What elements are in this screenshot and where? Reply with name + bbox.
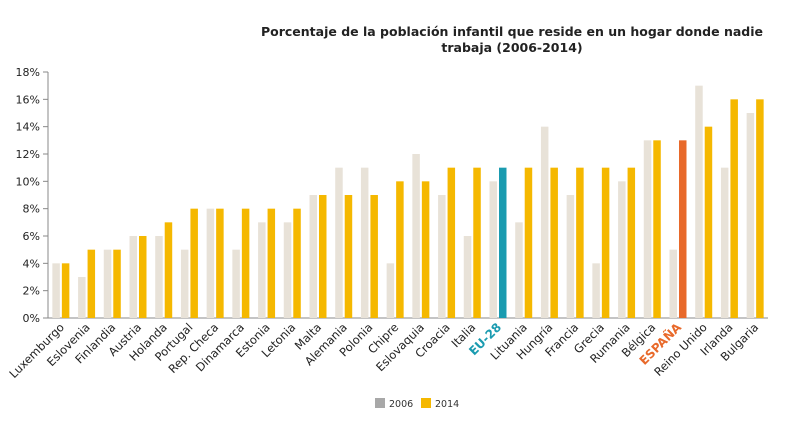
bar-2006 [695,85,703,319]
bar-2014 [319,195,327,318]
bar-2006 [669,249,677,318]
bar-2006 [386,263,395,318]
bar-2014 [756,99,764,318]
bar-2014 [576,167,584,318]
bar-2014 [190,208,198,318]
chart-title-line-1: Porcentaje de la población infantil que … [261,24,763,39]
bar-2014 [216,208,224,318]
bar-2006 [52,263,60,318]
bar-2014 [730,99,738,318]
bar-2006 [463,236,472,318]
bar-2014 [164,222,173,318]
bar-2014 [550,167,558,318]
bar-2014 [344,195,353,318]
bar-2006 [360,167,369,318]
y-tick-label: 2% [23,285,40,298]
bar-2014 [499,167,507,318]
bar-2006 [103,249,112,318]
bar-2014 [679,140,687,318]
bar-2006 [335,167,343,318]
bar-2014 [87,249,96,318]
bar-2014 [293,208,301,318]
bar-2006 [412,154,420,318]
bar-2006 [232,249,240,318]
y-tick-label: 6% [23,230,40,243]
bar-2014 [421,181,430,318]
bar-2014 [601,167,610,318]
y-tick-label: 8% [23,203,40,216]
x-axis-labels: LuxemburgoEsloveniaFinlandiaAustriaHolan… [6,319,761,381]
bar-2014 [396,181,404,318]
bar-2006 [309,195,317,318]
bar-2006 [746,113,755,318]
legend-label-2014: 2014 [435,399,459,410]
bar-2006 [180,249,189,318]
bar-2014 [627,167,636,318]
bar-2014 [61,263,70,318]
bar-2006 [283,222,292,318]
y-tick-label: 16% [16,93,40,106]
bar-2006 [720,167,729,318]
bar-2006 [643,140,652,318]
bar-2006 [78,277,86,318]
bar-2006 [489,181,497,318]
y-tick-label: 14% [16,121,40,134]
bar-2006 [618,181,626,318]
legend-swatch-2006 [375,398,385,408]
bar-2014 [241,208,250,318]
y-tick-label: 4% [23,257,40,270]
bar-2006 [592,263,600,318]
bar-2014 [447,167,456,318]
bar-2006 [515,222,523,318]
bar-2006 [566,195,575,318]
y-tick-label: 18% [16,66,40,79]
legend-label-2006: 2006 [389,399,413,410]
y-tick-label: 12% [16,148,40,161]
legend-swatch-2014 [421,398,431,408]
bar-2006 [438,195,446,318]
bar-2014 [524,167,533,318]
bar-2006 [258,222,266,318]
y-tick-label: 10% [16,175,40,188]
legend: 2006 2014 [375,398,459,410]
bar-2014 [653,140,661,318]
bar-2006 [129,236,137,318]
bar-2006 [206,208,215,318]
bar-2014 [113,249,121,318]
bar-2006 [155,236,163,318]
bar-2006 [540,126,549,319]
bars [52,85,764,319]
bar-2014 [267,208,276,318]
y-tick-label: 0% [23,312,40,325]
bar-2014 [370,195,378,318]
bar-2014 [473,167,481,318]
bar-2014 [704,126,713,319]
bar-2014 [139,236,147,318]
chart-title-line-2: trabaja (2006-2014) [441,40,582,55]
